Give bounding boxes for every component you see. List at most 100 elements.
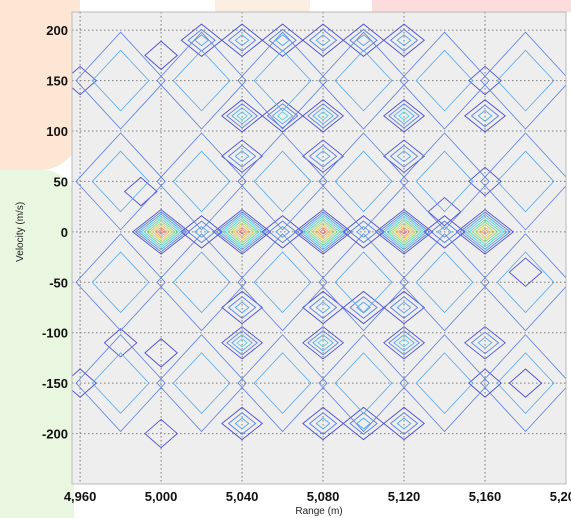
contour-lattice: [253, 150, 312, 213]
contour-lobe: [194, 34, 210, 47]
contour-lattice: [237, 334, 328, 433]
y-tick-label: 0: [61, 225, 68, 240]
contour-lobe: [349, 220, 378, 244]
contour-outer: [508, 368, 543, 398]
contour-lobe: [221, 139, 264, 173]
contour-lobe: [275, 225, 291, 238]
contour-peak: [310, 222, 336, 242]
background-tint-peach: [215, 0, 310, 12]
contour-lobe: [221, 406, 264, 441]
contour-lobe: [393, 334, 415, 352]
contour-peak: [143, 217, 179, 246]
y-tick-label: -150: [42, 376, 68, 391]
contour-lobe: [315, 417, 331, 430]
contour-lobe: [302, 99, 345, 133]
contour-outer: [468, 166, 502, 197]
contour-lattice: [91, 251, 150, 314]
contour-peak: [471, 221, 499, 243]
contour-peak: [157, 229, 165, 235]
contour-peak: [316, 226, 330, 237]
contour-peak: [154, 226, 168, 237]
contour-peak: [305, 217, 341, 246]
contour-lobe: [231, 334, 253, 352]
contour-lobe: [356, 225, 372, 238]
contour-peak: [215, 211, 269, 253]
contour-peak: [380, 213, 428, 251]
contour-peak: [212, 209, 272, 255]
contour-outer: [468, 368, 502, 398]
contour-peak: [374, 209, 434, 255]
contour-lobe: [227, 28, 257, 52]
x-tick-label: 5,120: [388, 489, 421, 504]
contour-lobe: [234, 150, 250, 163]
contour-lattice: [172, 251, 231, 314]
contour-lobe: [396, 150, 412, 163]
y-tick-label: 200: [46, 23, 68, 38]
x-tick-labels: 4,960 5,000 5,040 5,080 5,120 5,160 5,200: [64, 489, 571, 504]
y-tick-label: 50: [54, 174, 68, 189]
contour-lattice: [156, 233, 247, 332]
contour-lattice: [318, 334, 409, 433]
contour-lobe: [187, 220, 216, 244]
y-tick-label: -50: [49, 275, 68, 290]
contour-lobe: [307, 103, 339, 129]
contour-lobe: [349, 296, 378, 319]
contour-lattice: [237, 31, 328, 130]
contour-lobe: [317, 338, 329, 348]
contour-lattice: [237, 132, 328, 231]
x-tick-label: 5,040: [226, 489, 259, 504]
contour-lattice: [334, 352, 393, 414]
contour-lobe: [383, 326, 426, 360]
contour-peak: [383, 215, 425, 248]
contour-lobe: [271, 107, 294, 125]
contour-lobe: [308, 144, 338, 168]
background-tint-rose: [372, 0, 571, 12]
contour-lobe: [317, 111, 329, 121]
contour-lattice: [156, 31, 247, 130]
contour-lobe: [227, 144, 257, 168]
contour-lobe: [464, 99, 506, 133]
contour-lobe: [302, 23, 345, 57]
contour-lobe: [356, 417, 372, 430]
contour-lobe: [227, 412, 257, 435]
contour-lobe: [307, 330, 339, 356]
contour-lattice: [415, 150, 474, 213]
contour-lobe: [389, 28, 419, 52]
contour-peak: [391, 222, 417, 242]
contour-lobe: [302, 290, 345, 325]
contour-lattice: [415, 251, 474, 314]
x-tick-label: 4,960: [64, 489, 97, 504]
contour-outer: [508, 257, 543, 287]
x-tick-label: 5,080: [307, 489, 340, 504]
contour-lattice: [91, 150, 150, 213]
y-tick-label: -200: [42, 427, 68, 442]
background-tint-orange: [0, 0, 80, 170]
contour-lattice: [253, 49, 312, 112]
contour-lattice: [399, 334, 490, 433]
contour-lattice: [237, 233, 328, 332]
x-tick-label: 5,200: [550, 489, 571, 504]
contour-lobe: [356, 34, 372, 47]
contour-lattice: [91, 49, 150, 112]
contour-lobe: [261, 23, 304, 57]
contour-lobe: [383, 139, 426, 173]
contour-lobe: [477, 336, 493, 349]
contour-peak: [137, 213, 185, 251]
contour-lobe: [315, 301, 331, 314]
contour-lattice: [75, 132, 166, 231]
contour-peak: [235, 226, 249, 237]
contour-lattice: [172, 150, 231, 213]
contour-lobe: [342, 406, 385, 441]
contour-lobe: [342, 290, 385, 325]
contour-peak: [313, 224, 333, 240]
background-tint-green: [0, 170, 74, 518]
contour-lattice: [156, 132, 247, 231]
contour-peak: [296, 211, 350, 253]
contour-peak: [377, 211, 431, 253]
contour-peak: [474, 223, 496, 240]
contour-lobe: [266, 103, 299, 129]
contour-peak: [308, 220, 338, 244]
contour-lattice: [496, 150, 555, 213]
contour-lobe: [393, 107, 415, 125]
contour-lobe: [383, 406, 426, 441]
